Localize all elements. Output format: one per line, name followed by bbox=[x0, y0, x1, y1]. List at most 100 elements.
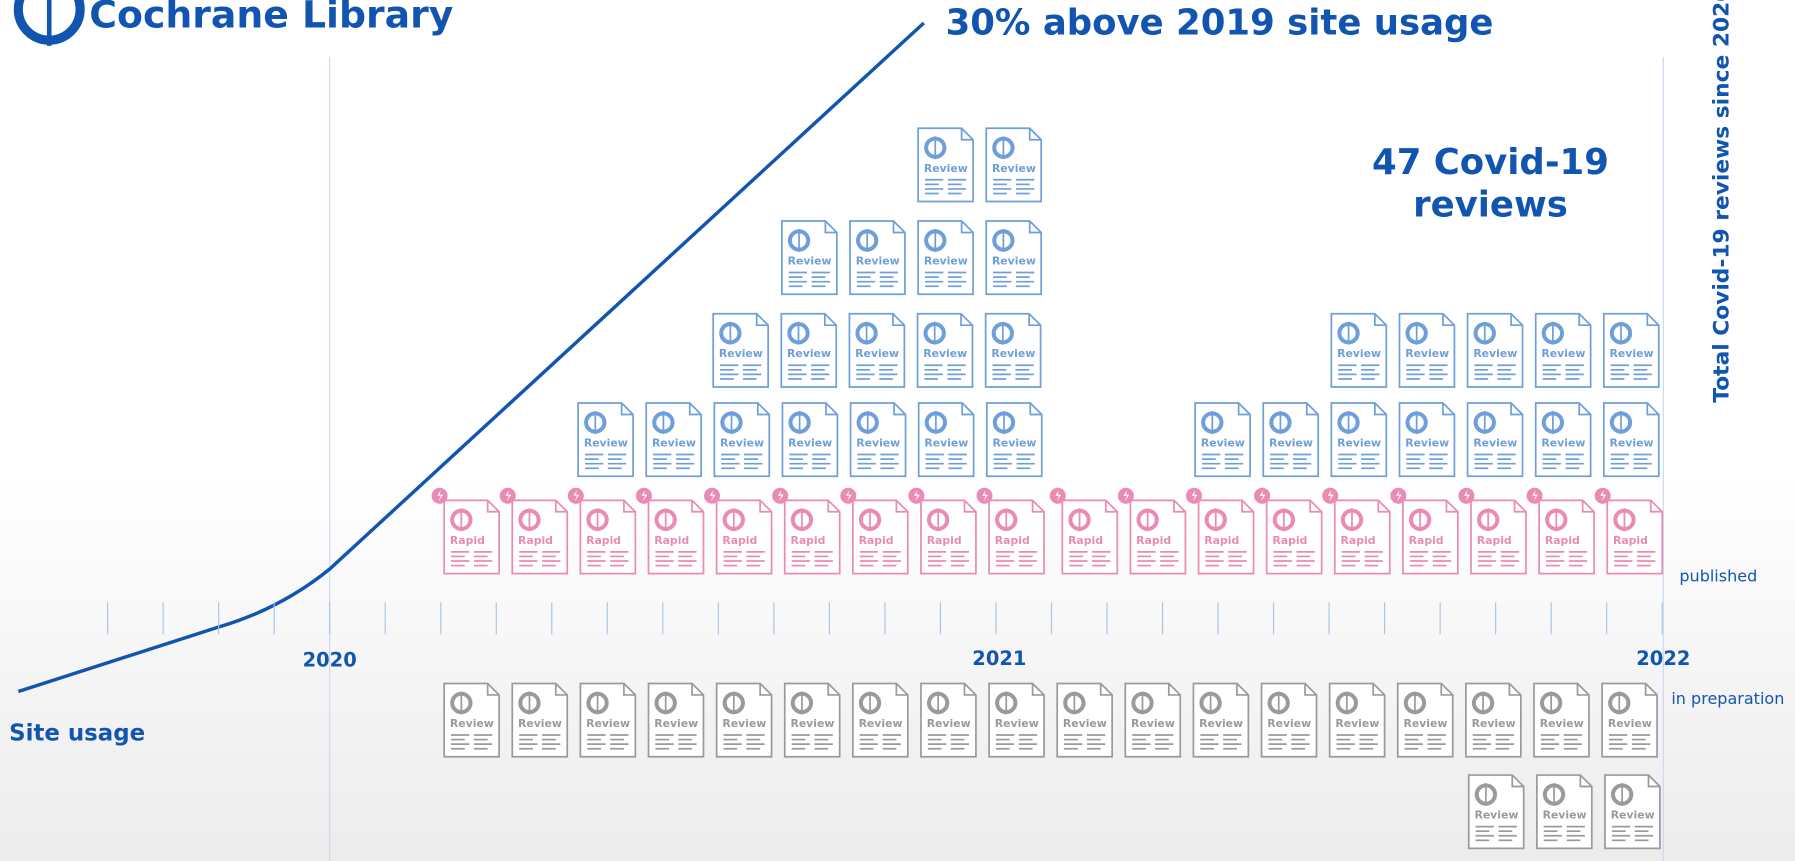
review-icon: Review bbox=[988, 682, 1045, 758]
icon-label: Review bbox=[993, 437, 1037, 450]
icon-fold bbox=[1513, 500, 1526, 513]
reviews-total: reviews bbox=[1413, 184, 1568, 225]
icon-page bbox=[1333, 499, 1391, 575]
icon-label: Review bbox=[1611, 809, 1655, 822]
icon-fold bbox=[825, 403, 838, 416]
review-icon: Review bbox=[1330, 402, 1388, 478]
icon-label: Review bbox=[927, 717, 971, 730]
icon-label: Review bbox=[1474, 809, 1518, 822]
icon-label: Review bbox=[995, 717, 1039, 730]
rapid-review-icon: Rapid bbox=[908, 487, 977, 575]
icon-page bbox=[1061, 499, 1119, 575]
review-icon: Review bbox=[1533, 682, 1590, 758]
review-icon: Review bbox=[1466, 402, 1524, 478]
icon-fold bbox=[486, 500, 500, 513]
icon-page bbox=[1197, 499, 1255, 575]
icon-label: Review bbox=[1543, 809, 1587, 822]
icon-label: Review bbox=[1337, 437, 1381, 450]
icon-page bbox=[920, 499, 977, 575]
icon-page bbox=[443, 499, 500, 575]
icon-page bbox=[1402, 499, 1459, 575]
icon-label: Review bbox=[1541, 437, 1585, 450]
icon-label: Review bbox=[1403, 717, 1447, 730]
icon-fold bbox=[893, 403, 906, 416]
icon-badge-bolt bbox=[641, 490, 648, 502]
icon-page bbox=[511, 499, 569, 575]
icon-label: Review bbox=[1472, 717, 1516, 730]
icon-fold bbox=[960, 313, 973, 327]
icon-label: Review bbox=[1541, 347, 1585, 360]
icon-label: Rapid bbox=[722, 534, 757, 547]
icon-fold bbox=[1445, 500, 1458, 513]
icon-page bbox=[849, 402, 907, 478]
review-icon: Review bbox=[917, 402, 975, 478]
icon-page bbox=[1129, 499, 1187, 575]
icon-label: Review bbox=[856, 255, 900, 268]
icon-page bbox=[851, 499, 909, 575]
icon-badge-bolt bbox=[505, 490, 512, 502]
icon-page bbox=[1260, 682, 1318, 758]
icon-page bbox=[985, 402, 1043, 478]
icon-fold bbox=[827, 500, 840, 513]
icon-label: Review bbox=[1473, 347, 1517, 360]
icon-label: Review bbox=[855, 347, 899, 360]
icon-page bbox=[1330, 402, 1388, 478]
icon-label: Rapid bbox=[859, 534, 894, 547]
icon-page bbox=[1606, 499, 1664, 575]
review-icon: Review bbox=[1194, 402, 1251, 478]
icons: Review Review Review Review Review Review Revi… bbox=[431, 127, 1664, 850]
icon-page bbox=[647, 499, 705, 575]
review-icon: Review bbox=[1534, 402, 1592, 478]
icon-fold bbox=[1508, 683, 1521, 696]
icon-label: Review bbox=[586, 717, 630, 730]
icon-page bbox=[1265, 499, 1323, 575]
icon-page bbox=[1535, 774, 1593, 850]
icon-page bbox=[849, 220, 906, 296]
review-icon: Review bbox=[849, 402, 907, 478]
icon-page bbox=[1124, 682, 1182, 758]
icon-label: Review bbox=[654, 717, 698, 730]
icon-label: Rapid bbox=[1204, 534, 1239, 547]
icon-badge-bolt bbox=[1191, 490, 1198, 502]
icon-label: Review bbox=[652, 437, 696, 450]
icon-fold bbox=[824, 221, 837, 234]
icon-page bbox=[917, 402, 975, 478]
icon-page bbox=[579, 682, 637, 758]
icon-label: Review bbox=[1610, 347, 1654, 360]
icon-badge-bolt bbox=[1123, 490, 1130, 502]
review-icon: Review bbox=[1602, 402, 1660, 478]
icon-label: Review bbox=[450, 717, 494, 730]
icon-label: Review bbox=[1540, 717, 1584, 730]
review-icon: Review bbox=[715, 682, 773, 758]
review-icon: Review bbox=[712, 312, 769, 388]
icon-fold bbox=[1099, 683, 1113, 696]
icon-fold bbox=[1304, 683, 1317, 696]
review-icon: Review bbox=[920, 682, 977, 758]
icon-fold bbox=[963, 500, 976, 513]
icon-label: Review bbox=[788, 437, 832, 450]
icon-badge-bolt bbox=[1055, 490, 1062, 502]
icon-label: Rapid bbox=[1341, 534, 1376, 547]
icon-badge-bolt bbox=[437, 490, 444, 502]
icon-fold bbox=[1104, 500, 1118, 513]
icon-page bbox=[984, 312, 1042, 388]
icon-page bbox=[988, 682, 1045, 758]
review-icon: Review bbox=[781, 402, 839, 478]
rapid-review-icon: Rapid bbox=[635, 487, 705, 575]
icon-page bbox=[1262, 402, 1320, 478]
review-icon: Review bbox=[645, 402, 703, 478]
icon-label: Review bbox=[1337, 347, 1381, 360]
icon-label: Review bbox=[720, 437, 764, 450]
review-icon: Review bbox=[1467, 774, 1525, 850]
icon-fold bbox=[1372, 683, 1385, 696]
icon-fold bbox=[691, 500, 704, 513]
icon-page bbox=[985, 127, 1043, 203]
icon-fold bbox=[691, 683, 704, 696]
icon-fold bbox=[756, 403, 770, 416]
icon-page bbox=[988, 499, 1045, 575]
review-icon: Review bbox=[1262, 402, 1320, 478]
icon-label: Rapid bbox=[1613, 534, 1648, 547]
icon-page bbox=[1534, 402, 1592, 478]
icon-label: Rapid bbox=[927, 534, 962, 547]
